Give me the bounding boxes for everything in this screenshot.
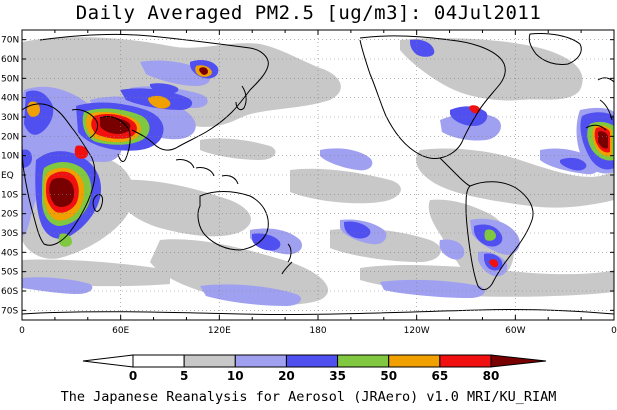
pm25-map [22,30,614,320]
lat-tick-label: 40N [1,94,19,104]
lat-tick-label: 30N [1,113,19,123]
colorbar: 0 5 10 20 35 50 65 80 [82,354,547,383]
lon-tick-label: 0 [611,326,617,336]
lat-tick-label: 40S [1,248,18,258]
colorbar-segment [439,354,492,368]
lat-tick-label: 50S [1,268,18,278]
colorbar-low-triangle [82,354,134,368]
arabia-india-outline [71,109,131,162]
lat-tick-label: 70S [1,306,18,316]
coastlines [22,33,614,316]
colorbar-label: 5 [180,369,188,383]
colorbar-segment [132,354,185,368]
lon-tick-label: 180 [309,326,326,336]
colorbar-label: 65 [432,369,449,383]
map-title: Daily Averaged PM2.5 [ug/m3]: 04Jul2011 [75,2,542,24]
lat-tick-label: 20S [1,210,18,220]
lat-tick-label: 10N [1,152,19,162]
colorbar-label: 20 [278,369,295,383]
colorbar-segment [337,354,390,368]
central-america-outline [439,157,471,187]
lon-tick-label: 120E [208,326,231,336]
australia-outline [197,191,269,251]
lat-tick-label: 50N [1,74,19,84]
lon-tick-label: 60E [112,326,129,336]
graticule [22,30,614,320]
colorbar-high-triangle [490,354,547,368]
se-asia-islands-outline [175,159,239,185]
lat-tick-label: 20N [1,132,19,142]
south-america-outline [465,181,534,291]
colorbar-label: 35 [329,369,346,383]
lat-tick-label: 60N [1,55,19,65]
colorbar-label: 10 [227,369,244,383]
colorbar-label: 0 [129,369,137,383]
eurasia-outline [39,33,269,151]
colorbar-label: 80 [483,369,500,383]
europe-africa-right-outline [585,77,614,131]
colorbar-segment [183,354,236,368]
lat-tick-label: 10S [1,190,18,200]
latitude-axis: 70N 60N 50N 40N 30N 20N 10N EQ 10S 20S 30S 40S 50S 60… [1,36,614,316]
lat-tick-label: 30S [1,229,18,239]
pm25-level-80-plus [49,67,608,207]
antarctica-outline [22,308,614,316]
greenland-outline [528,33,582,65]
africa-outline [22,103,96,246]
lat-tick-label: 70N [1,36,19,46]
pm25-level-5-10 [22,37,614,305]
colorbar-label: 50 [380,369,397,383]
north-america-outline [359,35,506,159]
longitude-axis: 0 60E 120E 180 120W 60W 0 [19,30,617,336]
lon-tick-label: 120W [404,326,430,336]
colorbar-segment [285,354,339,368]
colorbar-segment [234,354,287,368]
madagascar-outline [92,193,103,212]
japan-outline [235,85,247,111]
lat-tick-label: EQ [1,171,14,181]
footer-credit: The Japanese Reanalysis for Aerosol (JRA… [60,389,557,405]
lon-tick-label: 0 [19,326,25,336]
lon-tick-label: 60W [505,326,525,336]
colorbar-segment [388,354,441,368]
lat-tick-label: 60S [1,287,18,297]
